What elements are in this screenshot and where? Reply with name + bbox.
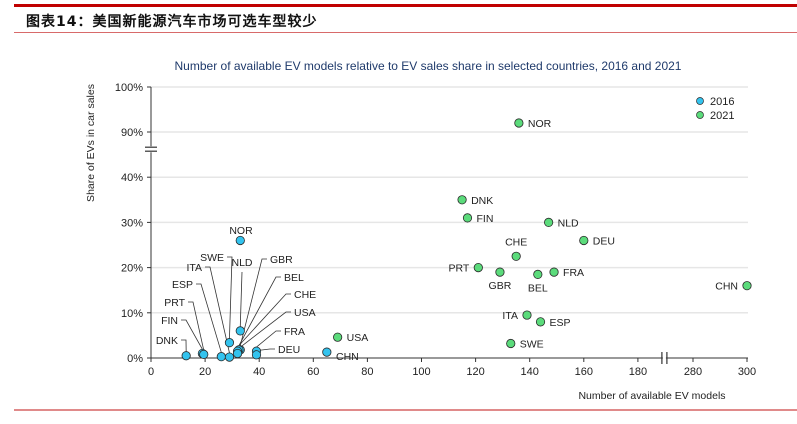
point-label-2016-che: CHE — [294, 289, 316, 301]
data-point-2016-nor — [235, 235, 245, 246]
legend-label-2021: 2021 — [710, 110, 734, 122]
y-tick-label: 20% — [121, 263, 143, 275]
point-label-2021-usa: USA — [347, 332, 369, 344]
legend-label-2016: 2016 — [710, 96, 734, 108]
point-label-2021-prt: PRT — [448, 263, 469, 275]
x-tick-label: 60 — [307, 366, 319, 378]
data-point-2021-ita — [522, 310, 532, 320]
point-label-2016-ita: ITA — [186, 262, 202, 274]
data-point-2016-dnk — [181, 351, 191, 361]
data-point-2016-swe — [224, 338, 235, 348]
leader-line — [238, 276, 281, 346]
data-point-2016-nld — [235, 326, 245, 336]
data-point-2021-usa — [333, 332, 343, 342]
leader-line — [227, 256, 233, 339]
x-tick-label: 20 — [199, 366, 211, 378]
leader-line — [181, 339, 187, 352]
y-tick-label: 0% — [127, 353, 143, 365]
leader-line — [188, 301, 205, 351]
data-point-2021-esp — [535, 317, 546, 327]
data-point-2021-fra — [549, 267, 559, 277]
point-label-2021-nor: NOR — [528, 118, 552, 130]
data-point-2016-deu — [251, 350, 262, 360]
title-divider — [14, 32, 797, 33]
data-point-2021-che — [511, 251, 521, 261]
y-tick-label: 40% — [121, 172, 143, 184]
x-tick-label: 40 — [253, 366, 265, 378]
x-tick-label: 0 — [148, 366, 154, 378]
x-tick-label: 80 — [361, 366, 373, 378]
data-point-2021-bel — [533, 269, 543, 279]
point-label-2021-deu: DEU — [593, 235, 615, 247]
x-axis-label: Number of available EV models — [578, 390, 725, 402]
leader-line — [196, 283, 222, 353]
point-label-2016-fra: FRA — [284, 326, 305, 338]
leader-line — [239, 271, 243, 327]
data-point-2021-prt — [473, 262, 483, 273]
point-label-2016-nor: NOR — [229, 225, 253, 237]
leader-line — [205, 266, 230, 353]
x-tick-label: 180 — [629, 366, 647, 378]
leader-line — [256, 330, 281, 348]
x-tick-label: 160 — [575, 366, 593, 378]
point-label-2021-gbr: GBR — [489, 280, 512, 292]
point-label-2021-bel: BEL — [528, 282, 548, 294]
leader-line — [256, 348, 275, 352]
point-label-2021-chn: CHN — [715, 281, 738, 293]
data-point-2016-ita — [224, 352, 235, 362]
point-label-2016-deu: DEU — [278, 344, 300, 356]
point-label-2016-prt: PRT — [164, 297, 185, 309]
point-label-2016-fin: FIN — [161, 315, 178, 327]
figure-title: 图表14：美国新能源汽车市场可选车型较少 — [26, 14, 318, 30]
point-label-2016-bel: BEL — [284, 272, 304, 284]
point-label-2021-fra: FRA — [563, 267, 584, 279]
top-accent-line — [14, 4, 797, 7]
data-point-2016-usa — [232, 348, 243, 359]
point-label-2016-dnk: DNK — [156, 335, 178, 347]
point-label-2021-swe: SWE — [520, 339, 544, 351]
point-label-2021-esp: ESP — [550, 317, 571, 329]
point-label-2016-chn: CHN — [336, 351, 359, 363]
data-point-2021-dnk — [457, 195, 467, 205]
data-point-2016-chn — [322, 347, 332, 357]
x-tick-label: 140 — [521, 366, 539, 378]
data-point-2021-fin — [462, 213, 473, 223]
y-tick-label: 90% — [121, 127, 143, 139]
data-point-2021-nld — [544, 217, 554, 227]
leader-line — [237, 293, 291, 348]
x-tick-label: 280 — [684, 366, 702, 378]
x-tick-label: 120 — [466, 366, 484, 378]
point-label-2021-fin: FIN — [476, 213, 493, 225]
data-point-2021-swe — [506, 338, 516, 349]
point-label-2016-gbr: GBR — [270, 254, 293, 266]
x-tick-label: 100 — [412, 366, 430, 378]
bottom-divider — [14, 409, 797, 411]
data-point-2021-chn — [742, 281, 752, 291]
point-label-2021-nld: NLD — [558, 217, 579, 229]
legend-marker-2016 — [696, 97, 704, 105]
point-label-2021-ita: ITA — [502, 310, 518, 322]
point-label-2016-nld: NLD — [231, 257, 252, 269]
legend-marker-2021 — [696, 111, 704, 119]
y-tick-label: 10% — [121, 308, 143, 320]
leader-line — [181, 319, 203, 350]
data-point-2021-deu — [579, 235, 589, 246]
point-label-2016-esp: ESP — [172, 279, 193, 291]
point-label-2021-che: CHE — [505, 236, 527, 248]
point-label-2016-usa: USA — [294, 307, 316, 319]
chart-title: Number of available EV models relative t… — [175, 59, 682, 73]
y-tick-label: 30% — [121, 217, 143, 229]
point-label-2016-swe: SWE — [200, 252, 224, 264]
y-tick-label: 100% — [115, 82, 143, 94]
data-point-2021-nor — [514, 118, 524, 128]
y-axis-label: Share of EVs in car sales — [85, 84, 97, 202]
leader-line — [237, 311, 291, 350]
data-point-2021-gbr — [495, 267, 505, 277]
data-point-2016-prt — [199, 349, 209, 359]
point-label-2021-dnk: DNK — [471, 195, 493, 207]
data-point-2016-esp — [216, 352, 226, 362]
leader-line — [239, 258, 267, 346]
x-tick-label: 300 — [738, 366, 756, 378]
